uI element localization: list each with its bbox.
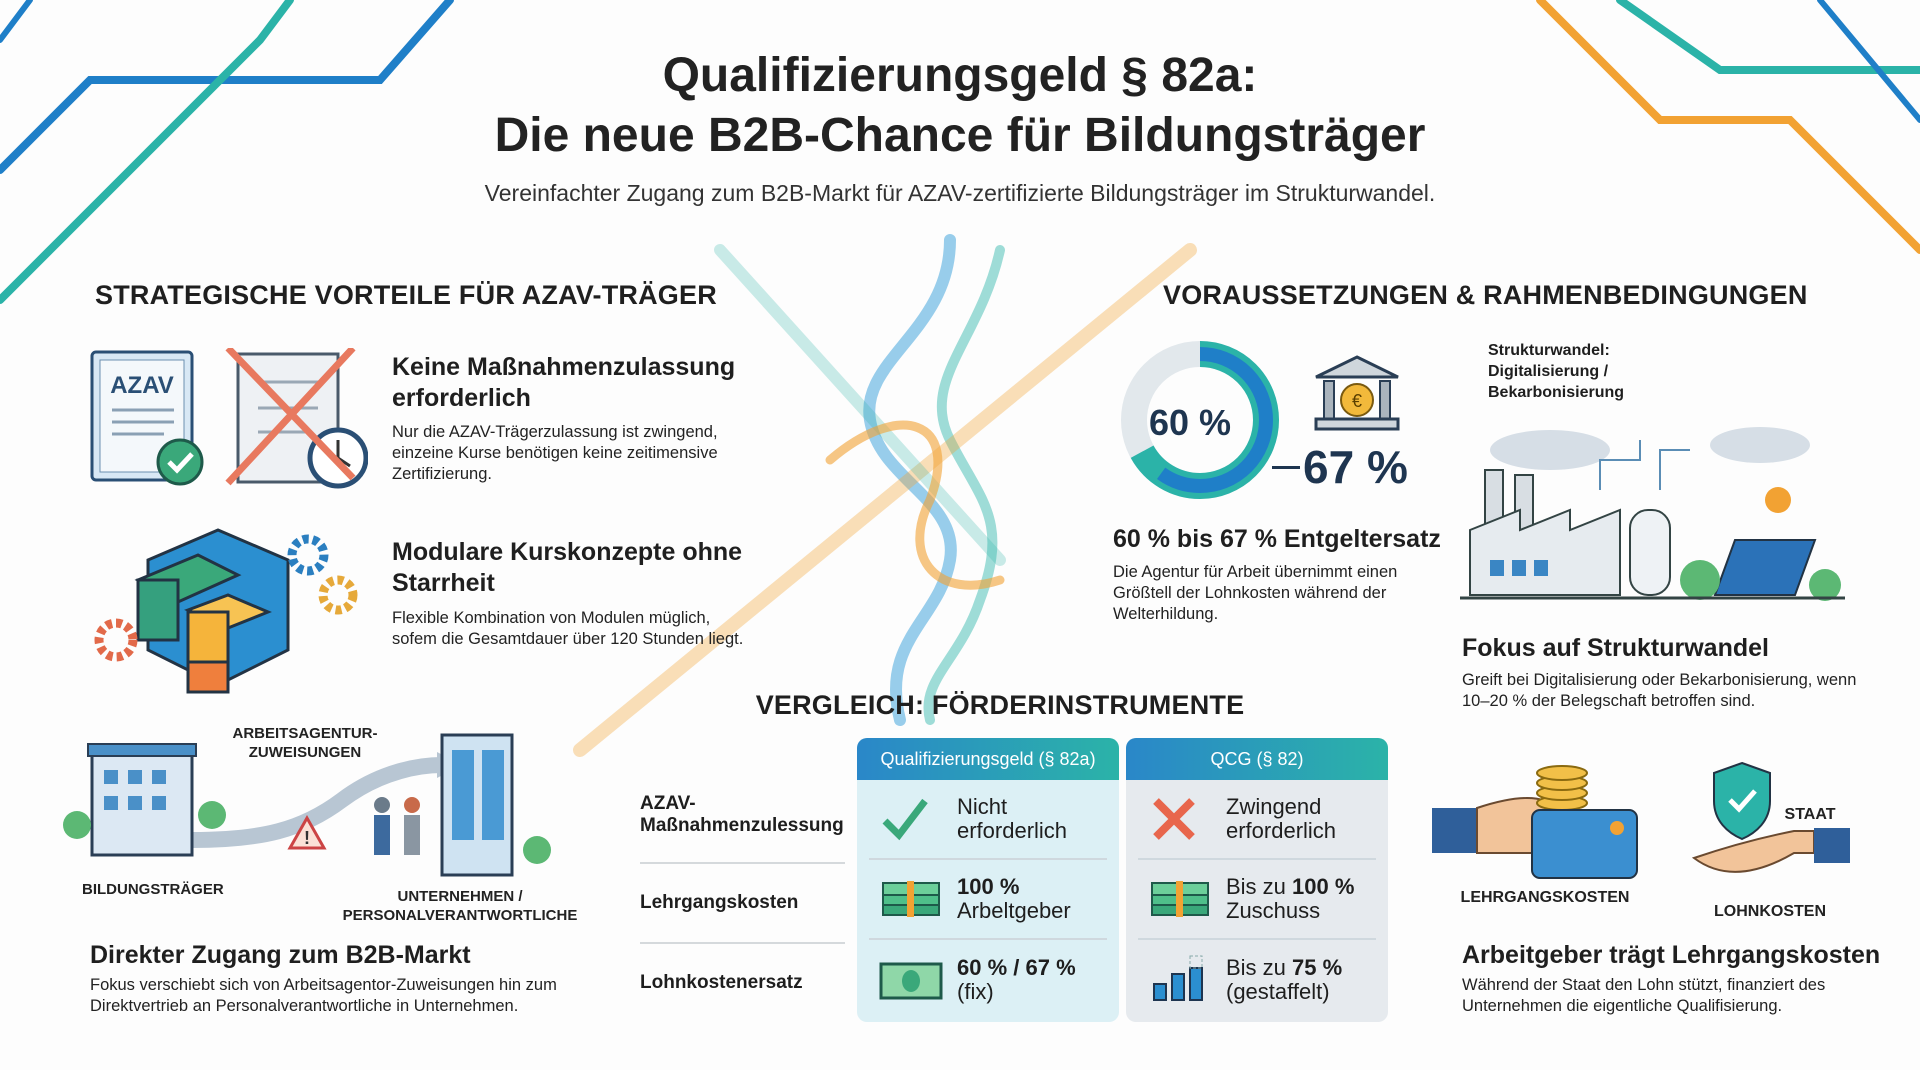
block1-title: Keine Maßnahmenzulassung erforderlich — [392, 353, 736, 412]
table-cell: Bis zu 100 % Zuschuss — [1138, 860, 1376, 940]
entgelt-title: 60 % bis 67 % Entgeltersatz — [1113, 525, 1441, 553]
right-section-heading: VORAUSSETZUNGEN & RAHMENBEDINGUNGEN — [1163, 280, 1808, 310]
row-label-azav: AZAV- Maßnahmenzulessung — [640, 793, 844, 836]
entgelt-body: Die Agentur für Arbeit übernimmt einen G… — [1113, 563, 1398, 623]
donut-connector — [1272, 466, 1300, 469]
table-cell: Nicht erforderlich — [869, 780, 1107, 860]
warning-icon: ! — [287, 814, 327, 850]
money-stack-icon — [1151, 881, 1209, 917]
block3-title: Direkter Zugang zum B2B-Markt — [90, 941, 471, 969]
label-unternehmen: UNTERNEHMEN / PERSONALVERANTWORTLICHE — [342, 888, 578, 924]
bank-euro-icon: € — [1314, 355, 1400, 431]
table-cell: 60 % / 67 % (fix) — [869, 940, 1107, 1020]
comparison-column-2: QCG (§ 82) Zwingend erforderlich Bis zu 10… — [1126, 738, 1388, 1022]
cell-text: 100 % Arbeltgeber — [957, 874, 1071, 923]
donut-inner-label: 60 % — [1149, 402, 1231, 443]
column-header: Qualifizierungsgeld (§ 82a) — [857, 738, 1119, 780]
label-lehrgangskosten: LEHRGANGSKOSTEN — [1460, 889, 1630, 906]
title-line-2: Die neue B2B-Chance für Bildungsträger — [494, 109, 1426, 162]
label-staat: STAAT — [1784, 806, 1836, 823]
row-label-lohnkostenersatz: Lohnkostenersatz — [640, 972, 803, 993]
row-label-lehrgangskosten: Lehrgangskosten — [640, 892, 799, 913]
row-divider — [640, 862, 845, 864]
table-cell: Zwingend erforderlich — [1138, 780, 1376, 860]
company-building-icon — [440, 733, 551, 877]
b2b-flow-illustration: ! — [63, 733, 551, 877]
table-cell: Bis zu 75 % (gestaffelt) — [1138, 940, 1376, 1020]
cell-text: 60 % / 67 % (fix) — [957, 955, 1076, 1004]
left-section-heading: STRATEGISCHE VORTEILE FÜR AZAV-TRÄGER — [95, 280, 717, 310]
donut-outer-label: 67 % — [1303, 441, 1408, 493]
kosten-title: Arbeitgeber trägt Lehrgangskosten — [1462, 941, 1881, 969]
cell-text: Bis zu 75 % (gestaffelt) — [1226, 955, 1343, 1004]
label-bildungstraeger: BILDUNGSTRÄGER — [82, 881, 224, 898]
struktur-title: Fokus auf Strukturwandel — [1462, 634, 1769, 662]
cell-text: Bis zu 100 % Zuschuss — [1226, 874, 1355, 923]
bar-chart-icon — [1153, 955, 1203, 1001]
modular-cubes-icon — [94, 528, 358, 694]
industry-transformation-illustration — [1460, 427, 1845, 601]
cell-text: Zwingend erforderlich — [1226, 794, 1337, 843]
strukturwandel-label: Strukturwandel: Digitalisierung / Bekarb… — [1488, 342, 1625, 401]
subtitle: Vereinfachter Zugang zum B2B-Markt für A… — [484, 180, 1436, 206]
donut-segment-60 — [1127, 347, 1273, 493]
comparison-heading: VERGLEICH: FÖRDERINSTRUMENTE — [755, 690, 1245, 720]
cell-text: Nicht erforderlich — [957, 794, 1068, 843]
comparison-column-1: Qualifizierungsgeld (§ 82a) Nicht erforde… — [857, 738, 1119, 1022]
check-icon — [882, 798, 928, 841]
block2-body: Flexible Kombination von Modulen müglich… — [392, 609, 744, 648]
banknote-icon — [879, 962, 943, 1000]
block1-body: Nur die AZAV-Trägerzulassung ist zwingen… — [392, 423, 718, 483]
azav-label: AZAV — [110, 372, 174, 399]
title-line-1: Qualifizierungsgeld § 82a: — [662, 49, 1258, 102]
school-building-icon — [63, 743, 226, 857]
block3-body: Fokus verschiebt sich von Arbeitsagentor… — [90, 976, 557, 1015]
table-cell: 100 % Arbeltgeber — [869, 860, 1107, 940]
shield-hand-icon — [1691, 761, 1850, 873]
azav-certificate-icon: AZAV — [90, 348, 368, 489]
column-header: QCG (§ 82) — [1126, 738, 1388, 780]
struktur-body: Greift bei Digitalisierung oder Bekarbon… — [1462, 671, 1857, 710]
handshake-people-icon — [374, 797, 420, 855]
cross-icon — [1153, 798, 1195, 840]
row-divider — [640, 942, 845, 944]
svg-text:!: ! — [304, 828, 310, 848]
svg-text:€: € — [1352, 391, 1362, 411]
hand-card-coins-icon — [1432, 765, 1638, 879]
money-stack-icon — [882, 881, 940, 917]
label-lohnkosten: LOHNKOSTEN — [1714, 903, 1826, 920]
block2-title: Modulare Kurskonzepte ohne Starrheit — [392, 538, 743, 597]
kosten-body: Während der Staat den Lohn stützt, finan… — [1462, 976, 1826, 1015]
cost-split-illustration — [1432, 761, 1850, 879]
label-arbeitsagentur: ARBEITSAGENTUR- ZUWEISUNGEN — [232, 725, 378, 761]
entgeltersatz-donut: 60 % — [1121, 341, 1279, 499]
